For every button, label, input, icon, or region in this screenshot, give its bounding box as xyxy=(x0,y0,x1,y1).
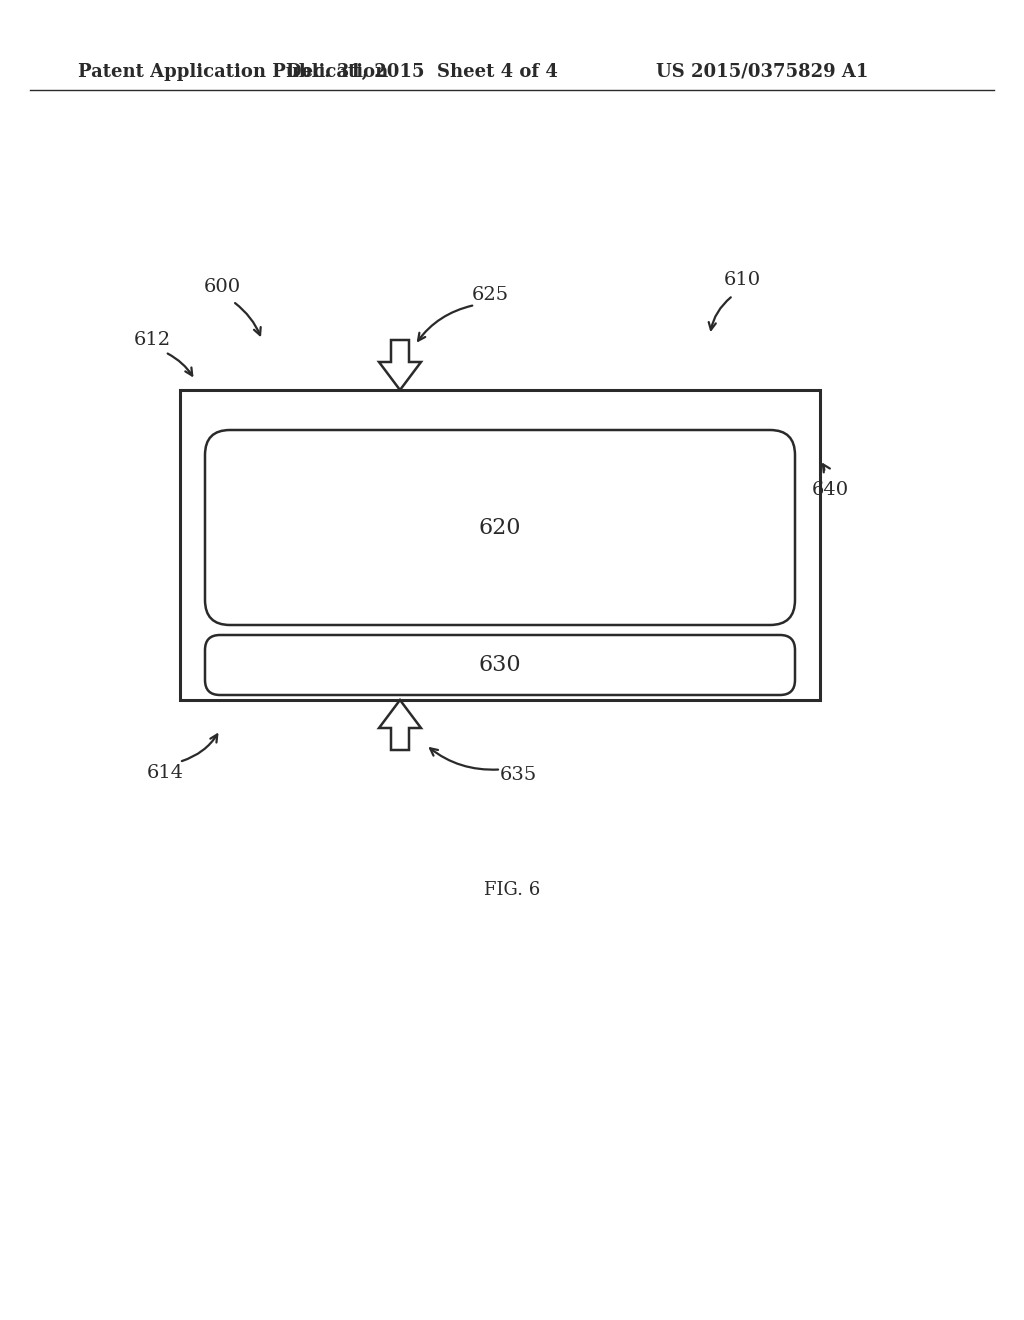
FancyBboxPatch shape xyxy=(205,635,795,696)
Text: FIG. 6: FIG. 6 xyxy=(484,880,540,899)
Text: 630: 630 xyxy=(478,653,521,676)
Text: Patent Application Publication: Patent Application Publication xyxy=(78,63,388,81)
Text: 600: 600 xyxy=(204,279,241,296)
Text: 614: 614 xyxy=(146,764,183,781)
Polygon shape xyxy=(379,341,421,389)
Text: 620: 620 xyxy=(479,516,521,539)
Text: US 2015/0375829 A1: US 2015/0375829 A1 xyxy=(655,63,868,81)
Text: 635: 635 xyxy=(500,766,537,784)
Text: 612: 612 xyxy=(133,331,171,348)
FancyBboxPatch shape xyxy=(205,430,795,624)
Text: 625: 625 xyxy=(471,286,509,304)
Text: 610: 610 xyxy=(723,271,761,289)
Text: 640: 640 xyxy=(811,480,849,499)
Text: Dec. 31, 2015  Sheet 4 of 4: Dec. 31, 2015 Sheet 4 of 4 xyxy=(286,63,558,81)
Bar xyxy=(180,389,820,700)
Polygon shape xyxy=(379,700,421,750)
